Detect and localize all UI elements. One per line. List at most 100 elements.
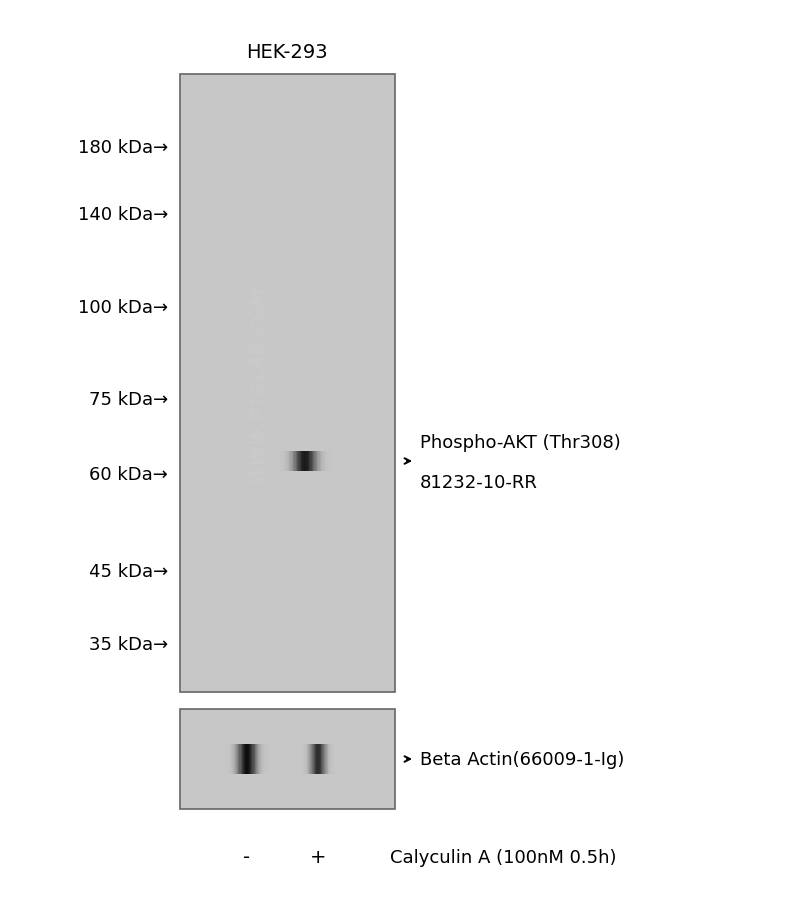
Bar [180, 75, 395, 692]
Bar [288, 452, 289, 472]
Bar [305, 744, 306, 774]
Bar [226, 744, 227, 774]
Bar [321, 452, 322, 472]
Bar [299, 744, 300, 774]
Bar [316, 744, 317, 774]
Bar [335, 744, 336, 774]
Bar [266, 452, 268, 472]
Bar [223, 744, 224, 774]
Text: 100 kDa→: 100 kDa→ [78, 299, 168, 317]
Bar [233, 744, 234, 774]
Bar [337, 744, 338, 774]
Bar [298, 452, 300, 472]
Text: Calyculin A (100nM 0.5h): Calyculin A (100nM 0.5h) [390, 848, 617, 866]
Bar [327, 744, 328, 774]
Bar [272, 744, 273, 774]
Bar [304, 744, 305, 774]
Bar [342, 744, 343, 774]
Bar [326, 744, 327, 774]
Bar [310, 744, 311, 774]
Bar [328, 744, 330, 774]
Bar [306, 744, 308, 774]
Bar [314, 452, 316, 472]
Bar [217, 744, 218, 774]
Bar [306, 452, 308, 472]
Bar [277, 452, 278, 472]
Bar [300, 452, 301, 472]
Bar [325, 744, 326, 774]
Text: Phospho-AKT (Thr308): Phospho-AKT (Thr308) [420, 434, 621, 452]
Bar [284, 452, 285, 472]
Bar [318, 744, 319, 774]
Bar [312, 452, 313, 472]
Bar [337, 452, 338, 472]
Bar [273, 452, 274, 472]
Bar [247, 744, 248, 774]
Bar [301, 452, 302, 472]
Bar [251, 744, 253, 774]
Bar [296, 452, 297, 472]
Bar [276, 744, 278, 774]
Bar [275, 744, 276, 774]
Bar [239, 744, 241, 774]
Bar [229, 744, 230, 774]
Bar [333, 452, 334, 472]
Bar [245, 744, 246, 774]
Bar [297, 452, 298, 472]
Bar [278, 452, 280, 472]
Bar [343, 744, 344, 774]
Bar [270, 744, 271, 774]
Bar [338, 452, 340, 472]
Bar [311, 744, 312, 774]
Bar [250, 744, 251, 774]
Text: 60 kDa→: 60 kDa→ [89, 465, 168, 483]
Bar [328, 452, 329, 472]
Bar [244, 744, 245, 774]
Bar [248, 744, 249, 774]
Bar [238, 744, 239, 774]
Bar [286, 452, 288, 472]
Bar [232, 744, 233, 774]
Bar [282, 452, 284, 472]
Bar [330, 452, 332, 472]
Bar [235, 744, 236, 774]
Bar [304, 452, 305, 472]
Text: HEK-293: HEK-293 [246, 42, 328, 61]
Bar [302, 452, 304, 472]
Bar [273, 744, 274, 774]
Bar [312, 744, 313, 774]
Bar [326, 452, 328, 472]
Bar [278, 744, 279, 774]
Bar [325, 452, 326, 472]
Text: -: - [243, 848, 250, 867]
Bar [314, 744, 315, 774]
Bar [341, 744, 342, 774]
Bar [340, 744, 341, 774]
Bar [322, 452, 324, 472]
Bar [249, 744, 250, 774]
Bar [330, 744, 331, 774]
Bar [276, 452, 277, 472]
Bar [341, 452, 342, 472]
Text: Beta Actin(66009-1-Ig): Beta Actin(66009-1-Ig) [420, 750, 624, 769]
Bar [270, 452, 272, 472]
Bar [258, 744, 259, 774]
Bar [256, 744, 257, 774]
Bar [257, 744, 258, 774]
Bar [242, 744, 244, 774]
Bar [294, 744, 295, 774]
Bar [313, 452, 314, 472]
Text: 140 kDa→: 140 kDa→ [78, 206, 168, 224]
Bar [271, 744, 272, 774]
Bar [315, 744, 316, 774]
Bar [310, 452, 312, 472]
Text: WWW.PTGLAB.COM: WWW.PTGLAB.COM [249, 285, 266, 483]
Bar [324, 452, 325, 472]
Bar [293, 744, 294, 774]
Bar [230, 744, 232, 774]
Bar [329, 452, 330, 472]
Text: +: + [310, 848, 326, 867]
Bar [318, 452, 320, 472]
Bar [298, 744, 299, 774]
Bar [224, 744, 226, 774]
